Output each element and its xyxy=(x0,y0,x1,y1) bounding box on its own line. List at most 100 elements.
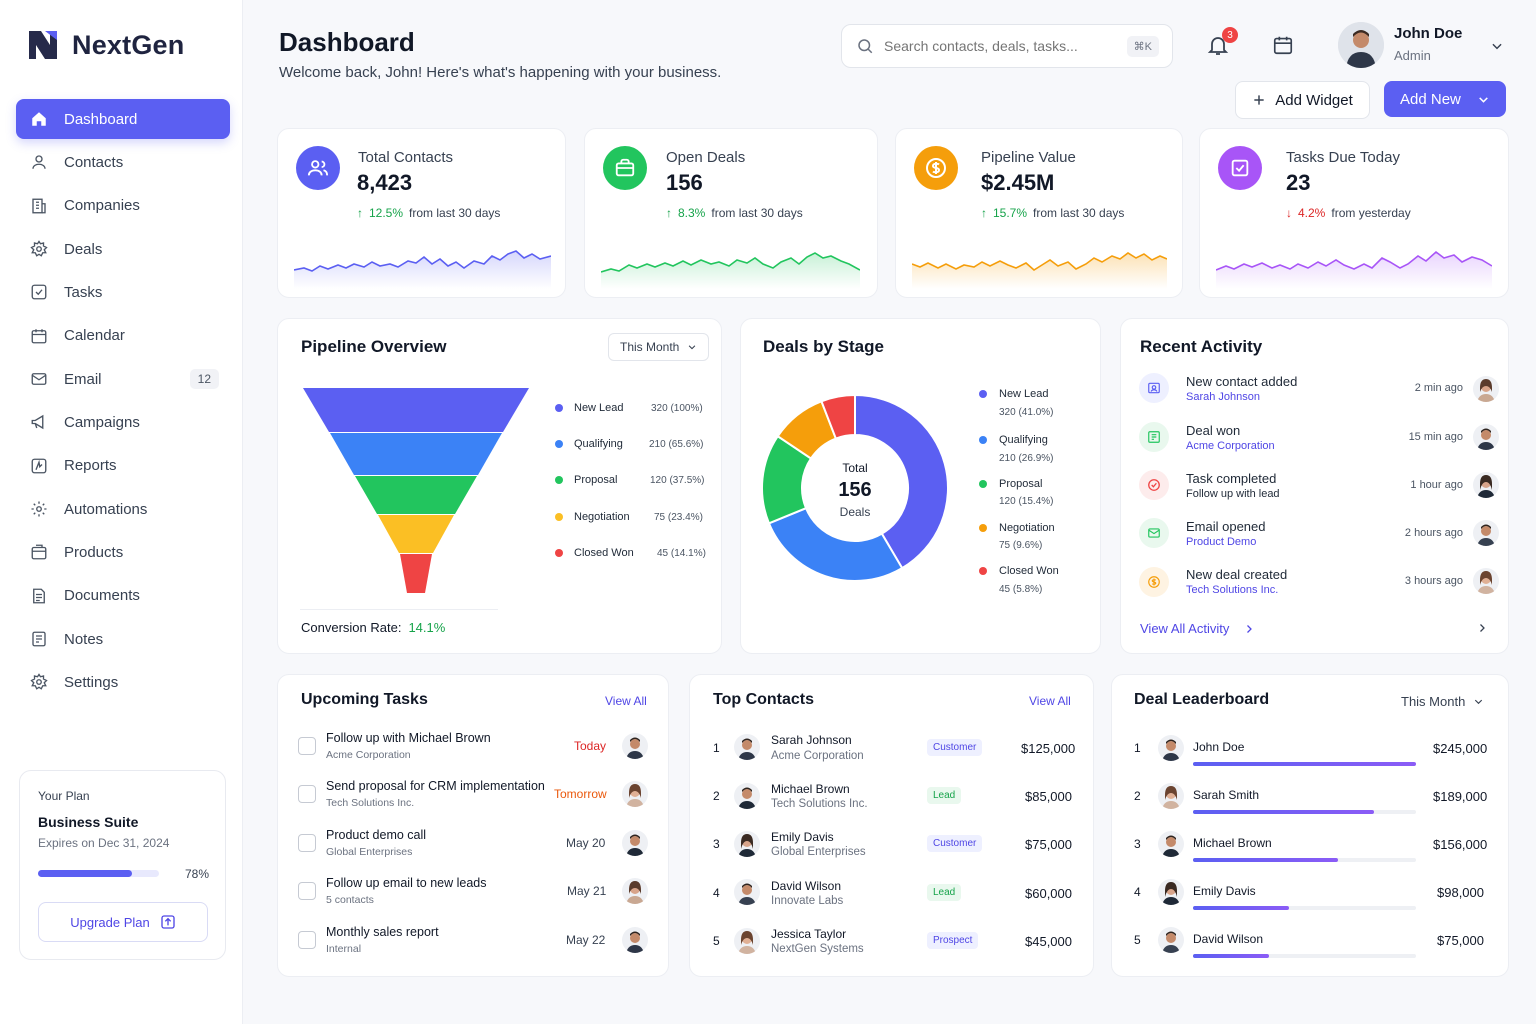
contact-amount: $60,000 xyxy=(1025,886,1072,901)
legend-value: 320 (100%) xyxy=(651,403,703,414)
contact-name[interactable]: Sarah Johnson xyxy=(771,733,852,747)
user-menu-toggle[interactable] xyxy=(1490,39,1504,53)
task-checkbox[interactable] xyxy=(298,834,316,852)
card-title: Pipeline Overview xyxy=(301,337,447,356)
leader-progress-fill xyxy=(1193,858,1338,862)
contact-company: Innovate Labs xyxy=(771,895,844,907)
stat-card-total-contacts[interactable]: Total Contacts 8,423 ↑ 12.5% from last 3… xyxy=(277,128,566,298)
task-checkbox[interactable] xyxy=(298,737,316,755)
contact-card-icon xyxy=(1139,373,1169,403)
leader-progress-fill xyxy=(1193,906,1289,910)
calendar-icon xyxy=(1273,36,1293,55)
view-all-contacts-link[interactable]: View All xyxy=(1029,694,1071,708)
legend-label: New Lead xyxy=(574,402,624,414)
notifications-button[interactable] xyxy=(1206,33,1230,57)
task-due: May 22 xyxy=(566,933,606,947)
view-all-tasks-link[interactable]: View All xyxy=(605,694,647,708)
user-avatar[interactable] xyxy=(1338,22,1384,68)
stat-change-period: from last 30 days xyxy=(409,206,501,220)
sidebar-item-deals[interactable]: Deals xyxy=(16,229,230,269)
view-all-activity-link[interactable]: View All Activity xyxy=(1140,621,1255,636)
stat-card-pipeline-value[interactable]: Pipeline Value $2.45M ↑ 15.7% from last … xyxy=(895,128,1183,298)
add-widget-label: Add Widget xyxy=(1275,91,1353,109)
donut-slice-closed-won[interactable] xyxy=(820,394,856,440)
search-bar[interactable]: ⌘K xyxy=(841,24,1173,68)
card-title: Recent Activity xyxy=(1140,337,1263,356)
contact-name[interactable]: Michael Brown xyxy=(771,782,850,796)
legend-item: New Lead xyxy=(979,388,1049,400)
chevron-right-icon[interactable] xyxy=(1476,622,1488,634)
contact-rank: 4 xyxy=(713,886,720,900)
avatar xyxy=(1473,424,1499,450)
upgrade-icon xyxy=(161,915,175,929)
sidebar-item-settings[interactable]: Settings xyxy=(16,662,230,702)
activity-subject[interactable]: Product Demo xyxy=(1186,536,1257,548)
add-new-button[interactable]: Add New xyxy=(1384,81,1506,117)
sidebar-item-tasks[interactable]: Tasks xyxy=(16,272,230,312)
chevron-right-icon xyxy=(1247,624,1253,633)
contact-name[interactable]: David Wilson xyxy=(771,879,842,893)
leader-progress-bar xyxy=(1193,954,1416,958)
add-widget-button[interactable]: Add Widget xyxy=(1235,81,1370,119)
task-checkbox[interactable] xyxy=(298,785,316,803)
stat-change-percent: 4.2% xyxy=(1298,206,1326,220)
task-subtitle: Internal xyxy=(326,943,362,955)
card-title: Deals by Stage xyxy=(763,337,884,356)
activity-subject[interactable]: Tech Solutions Inc. xyxy=(1186,584,1279,596)
sidebar-item-label: Notes xyxy=(64,630,104,648)
sidebar-item-dashboard[interactable]: Dashboard xyxy=(16,99,230,139)
settings-icon xyxy=(30,673,48,691)
search-input[interactable] xyxy=(884,38,1114,54)
sidebar-item-label: Reports xyxy=(64,457,117,475)
stat-card-open-deals[interactable]: Open Deals 156 ↑ 8.3% from last 30 days xyxy=(584,128,878,298)
briefcase-icon xyxy=(603,146,647,190)
legend-dot xyxy=(979,480,987,488)
sidebar-item-documents[interactable]: Documents xyxy=(16,576,230,616)
legend-label: Proposal xyxy=(574,474,618,486)
plan-label: Your Plan xyxy=(38,789,90,803)
arrow-up-icon: ↑ xyxy=(981,206,987,220)
task-title: Send proposal for CRM implementation xyxy=(326,779,545,793)
sidebar-item-campaigns[interactable]: Campaigns xyxy=(16,402,230,442)
avatar xyxy=(622,830,648,856)
pipeline-overview-card: Pipeline Overview This Month New Lead 32… xyxy=(277,318,722,654)
legend-label: Closed Won xyxy=(574,547,634,559)
activity-subject[interactable]: Acme Corporation xyxy=(1186,440,1275,452)
chevron-down-icon xyxy=(1492,43,1502,50)
activity-subject[interactable]: Sarah Johnson xyxy=(1186,391,1260,403)
conversion-label: Conversion Rate: xyxy=(301,620,402,635)
task-checkbox[interactable] xyxy=(298,882,316,900)
task-checkbox[interactable] xyxy=(298,931,316,949)
sidebar-item-reports[interactable]: Reports xyxy=(16,446,230,486)
sidebar-item-products[interactable]: Products xyxy=(16,532,230,572)
activity-title: Task completed xyxy=(1186,471,1277,486)
legend-value: 45 (5.8%) xyxy=(999,584,1043,595)
sidebar-item-companies[interactable]: Companies xyxy=(16,186,230,226)
funnel-stage-qualifying xyxy=(330,433,502,475)
sidebar-item-contacts[interactable]: Contacts xyxy=(16,142,230,182)
sidebar-item-email[interactable]: Email 12 xyxy=(16,359,230,399)
stat-label: Open Deals xyxy=(666,149,746,166)
sidebar-item-calendar[interactable]: Calendar xyxy=(16,316,230,356)
pipeline-period-dropdown[interactable]: This Month xyxy=(608,333,710,361)
notification-count-badge: 3 xyxy=(1222,27,1238,43)
legend-item: Qualifying xyxy=(555,438,623,450)
sidebar-item-label: Dashboard xyxy=(64,110,138,128)
calendar-button[interactable] xyxy=(1272,34,1294,56)
stat-change-period: from last 30 days xyxy=(711,206,803,220)
sidebar-item-automations[interactable]: Automations xyxy=(16,489,230,529)
upgrade-plan-button[interactable]: Upgrade Plan xyxy=(38,902,208,942)
legend-item: New Lead xyxy=(555,402,624,414)
donut-slice-qualifying[interactable] xyxy=(767,506,904,582)
sidebar-item-notes[interactable]: Notes xyxy=(16,619,230,659)
donut-slice-new-lead[interactable] xyxy=(854,394,949,570)
task-subtitle: Acme Corporation xyxy=(326,749,411,761)
contact-name[interactable]: Emily Davis xyxy=(771,830,834,844)
email-count-badge: 12 xyxy=(189,369,219,390)
funnel-stage-proposal xyxy=(355,476,477,514)
leaderboard-period-dropdown[interactable]: This Month xyxy=(1401,694,1484,709)
legend-label: Negotiation xyxy=(574,511,630,523)
stat-card-tasks-due[interactable]: Tasks Due Today 23 ↓ 4.2% from yesterday xyxy=(1199,128,1509,298)
contact-name[interactable]: Jessica Taylor xyxy=(771,927,847,941)
brand-logo[interactable]: NextGen xyxy=(26,28,184,62)
